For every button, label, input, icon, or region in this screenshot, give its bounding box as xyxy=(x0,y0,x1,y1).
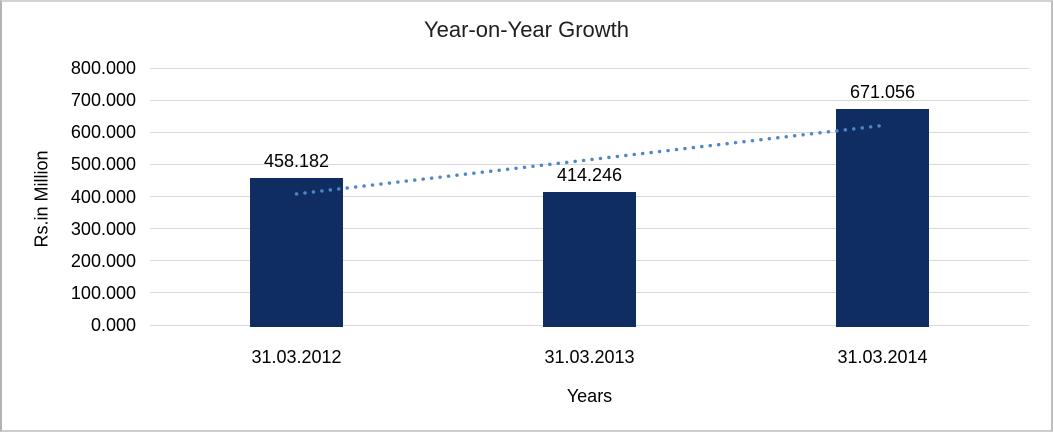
y-tick-label: 500.000 xyxy=(70,154,136,175)
bar-value-label: 671.056 xyxy=(849,82,916,103)
x-tick-label: 31.03.2013 xyxy=(544,347,635,367)
y-tick-label: 300.000 xyxy=(70,218,136,239)
gridline xyxy=(150,67,1029,69)
y-tick-label: 800.000 xyxy=(70,58,136,78)
bar xyxy=(250,177,343,327)
gridline xyxy=(150,99,1029,101)
chart-title: Year-on-Year Growth xyxy=(423,17,630,42)
y-tick-label: 100.000 xyxy=(70,282,136,303)
x-tick-label: 31.03.2014 xyxy=(837,347,928,367)
bar xyxy=(836,109,929,327)
bar xyxy=(543,191,636,327)
y-tick-label: 600.000 xyxy=(70,122,136,143)
x-tick-label: 31.03.2012 xyxy=(251,347,342,367)
y-tick-label: 400.000 xyxy=(70,186,136,207)
y-tick-label: 700.000 xyxy=(70,90,136,111)
y-tick-label: 200.000 xyxy=(70,250,136,271)
bar-value-label: 414.246 xyxy=(556,164,623,185)
x-axis-title: Years xyxy=(566,386,613,406)
bar-value-label: 458.182 xyxy=(263,150,330,171)
y-tick-label: 0.000 xyxy=(90,315,136,335)
